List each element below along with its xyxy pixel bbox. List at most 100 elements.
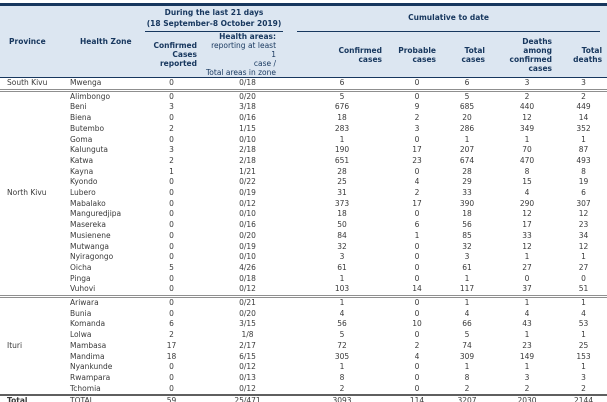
total-cases-cell: 1 xyxy=(464,362,470,372)
cumulative-confirmed-cell: 32 xyxy=(337,241,347,251)
total-deaths-cell: 2144 xyxy=(560,394,607,402)
confirmed-21d-cell: 0 xyxy=(169,372,174,382)
health-areas-cell: 0/12 xyxy=(239,284,256,294)
zone-cell: Alimbongo xyxy=(60,88,138,103)
cumulative-confirmed-cell: 72 xyxy=(337,340,347,350)
table-row: Bunia 0 0/20 4 0 4 4 4 xyxy=(0,309,607,320)
total-cases-cell: 286 xyxy=(459,123,475,133)
cumulative-confirmed-cell: 56 xyxy=(337,319,347,329)
province-cell: Total xyxy=(0,394,60,402)
health-areas-cell: 0/12 xyxy=(239,362,256,372)
health-areas-cell: 4/26 xyxy=(239,262,256,272)
province-cell xyxy=(0,373,60,384)
health-areas-cell: 0/22 xyxy=(239,177,256,187)
total-cases-cell: 29 xyxy=(462,177,472,187)
cumulative-confirmed-cell: 103 xyxy=(334,284,350,294)
total-deaths-cell: 1 xyxy=(581,252,586,262)
cumulative-confirmed-cell: 4 xyxy=(339,308,345,318)
total-deaths-cell: 8 xyxy=(581,166,586,176)
zone-cell: Nyiragongo xyxy=(70,252,114,262)
cumulative-confirmed-cell: 651 xyxy=(334,155,350,165)
probable-cases-cell: 4 xyxy=(414,177,420,187)
deaths-confirmed-cell: 470 xyxy=(519,155,535,165)
zone-cell: Nyankunde xyxy=(70,362,113,372)
probable-cases-cell: 1 xyxy=(414,230,420,240)
total-cases-cell: 2 xyxy=(464,383,470,393)
health-areas-cell: 0/20 xyxy=(239,308,256,318)
total-deaths-cell: 14 xyxy=(578,113,589,123)
total-cases-cell: 4 xyxy=(464,308,470,318)
health-areas-cell: 0/18 xyxy=(239,273,256,283)
confirmed-21d-cell: 2 xyxy=(169,123,174,133)
deaths-confirmed-cell: 2 xyxy=(524,383,530,393)
deaths-confirmed-cell: 70 xyxy=(522,145,532,155)
confirmed-21d-cell: 0 xyxy=(169,383,174,393)
province-cell xyxy=(0,384,60,396)
province-cell xyxy=(0,252,60,263)
province-cell xyxy=(0,274,60,285)
zone-cell: Kayna xyxy=(70,166,94,176)
probable-cases-cell: 0 xyxy=(414,273,420,283)
cumulative-confirmed-cell: 3093 xyxy=(290,394,395,402)
total-deaths-cell: 25 xyxy=(578,340,589,350)
zone-cell: Manguredjipa xyxy=(70,209,122,219)
zone-cell: Biena xyxy=(70,113,92,123)
deaths-confirmed-cell: 4 xyxy=(524,308,530,318)
probable-cases-cell: 9 xyxy=(414,102,420,112)
confirmed-21d-cell: 0 xyxy=(169,362,174,372)
total-deaths-cell: 1 xyxy=(560,295,607,309)
province-cell: Ituri xyxy=(7,340,23,350)
province-cell xyxy=(0,319,60,330)
cumulative-confirmed-cell: 283 xyxy=(334,123,350,133)
cumulative-confirmed-cell: 28 xyxy=(337,166,347,176)
province-cell xyxy=(0,88,60,103)
table-body: South Kivu Mwenga 0 0/18 6 0 6 3 3 Alimbongo 0 0/20… xyxy=(0,78,607,402)
table-row: Ituri Mambasa 17 2/17 72 2 74 23 25 xyxy=(0,341,607,352)
total-deaths-cell: 153 xyxy=(576,351,591,361)
deaths-confirmed-cell: 3 xyxy=(524,372,530,382)
zone-cell: Mwenga xyxy=(70,78,102,87)
province-cell xyxy=(0,242,60,253)
total-deaths-cell: 493 xyxy=(576,155,591,165)
confirmed-21d-cell: 0 xyxy=(169,209,174,219)
total-deaths-cell: 307 xyxy=(576,198,591,208)
cumulative-confirmed-cell: 2 xyxy=(339,383,345,393)
zone-cell: Tchomia xyxy=(70,383,101,393)
probable-cases-cell: 0 xyxy=(414,134,420,144)
total-deaths-cell: 87 xyxy=(578,145,589,155)
total-deaths-cell: 1 xyxy=(581,330,586,340)
column-header-probable-cases: Probable cases xyxy=(394,32,441,78)
health-areas-cell: 1/21 xyxy=(239,166,256,176)
deaths-confirmed-cell: 37 xyxy=(522,284,532,294)
total-cases-cell: 33 xyxy=(462,188,472,198)
cumulative-confirmed-cell: 3 xyxy=(339,252,345,262)
confirmed-21d-cell: 6 xyxy=(169,319,174,329)
zone-cell: Mutwanga xyxy=(70,241,110,251)
zone-cell: Masereka xyxy=(70,220,106,230)
total-cases-cell: 66 xyxy=(462,319,472,329)
province-cell xyxy=(0,284,60,296)
health-areas-cell: 0/10 xyxy=(239,209,256,219)
total-cases-cell: 8 xyxy=(464,372,470,382)
table-row: Pinga 0 0/18 1 0 1 0 0 xyxy=(0,274,607,285)
confirmed-21d-cell: 5 xyxy=(169,262,174,272)
total-deaths-cell: 51 xyxy=(578,284,589,294)
table-header: Province Health Zone During the last 21 … xyxy=(0,3,607,78)
probable-cases-cell: 0 xyxy=(414,383,420,393)
table-row: Nyiragongo 0 0/10 3 0 3 1 1 xyxy=(0,252,607,263)
cumulative-confirmed-cell: 373 xyxy=(334,198,350,208)
zone-cell: Vuhovi xyxy=(70,284,96,294)
cumulative-confirmed-cell: 5 xyxy=(290,88,395,103)
cumulative-confirmed-cell: 1 xyxy=(339,134,345,144)
zone-cell: Pinga xyxy=(70,273,91,283)
confirmed-21d-cell: 59 xyxy=(138,394,205,402)
total-cases-cell: 5 xyxy=(440,88,495,103)
total-cases-cell: 18 xyxy=(462,209,472,219)
province-cell xyxy=(0,295,60,309)
zone-cell: Mambasa xyxy=(70,340,107,350)
deaths-confirmed-cell: 12 xyxy=(522,241,532,251)
deaths-confirmed-cell: 2 xyxy=(494,88,561,103)
cumulative-confirmed-cell: 1 xyxy=(339,362,345,372)
zone-cell: Beni xyxy=(70,102,87,112)
